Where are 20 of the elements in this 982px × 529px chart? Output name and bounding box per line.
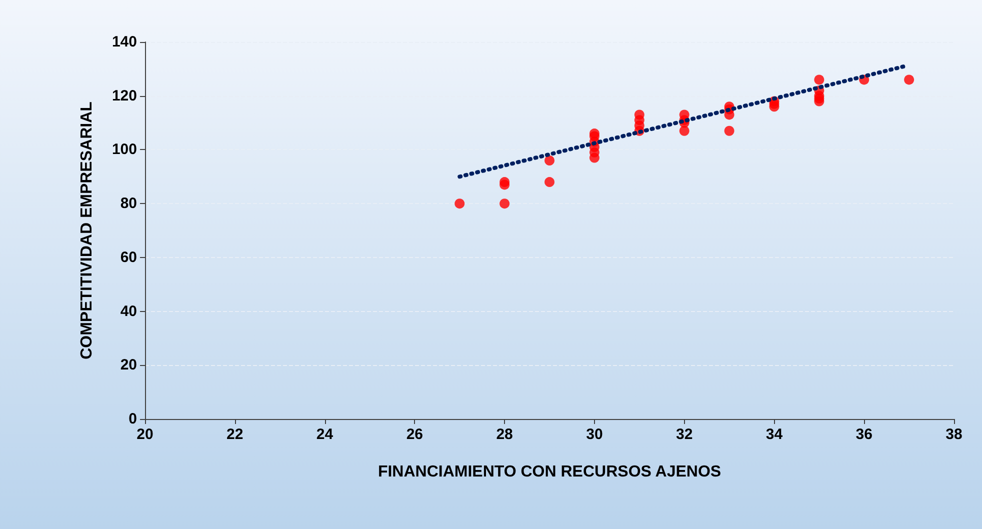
y-tick-label: 100 (112, 141, 137, 158)
x-tick-label: 22 (226, 426, 244, 443)
x-tick-label: 36 (856, 426, 872, 443)
x-tick-label: 38 (946, 426, 962, 443)
y-tick-label: 20 (120, 356, 137, 374)
x-tick-label: 24 (316, 426, 334, 443)
x-tick-label: 28 (496, 426, 513, 443)
x-axis-title: FINANCIAMIENTO CON RECURSOS AJENOS (378, 464, 722, 480)
y-tick-label: 120 (112, 87, 137, 104)
x-tick-label: 32 (676, 426, 693, 443)
x-tick-label: 20 (136, 426, 154, 443)
y-tick-label: 0 (128, 410, 137, 428)
y-axis-title: COMPETITIVIDAD EMPRESARIAL (78, 101, 96, 360)
y-tick-label: 60 (120, 248, 137, 266)
y-tick-label: 40 (120, 302, 137, 320)
x-tick-label: 34 (766, 426, 784, 443)
y-tick-label: 80 (120, 195, 137, 212)
x-tick-label: 26 (406, 426, 424, 443)
x-tick-label: 30 (586, 426, 603, 443)
y-tick-label: 140 (112, 34, 137, 50)
